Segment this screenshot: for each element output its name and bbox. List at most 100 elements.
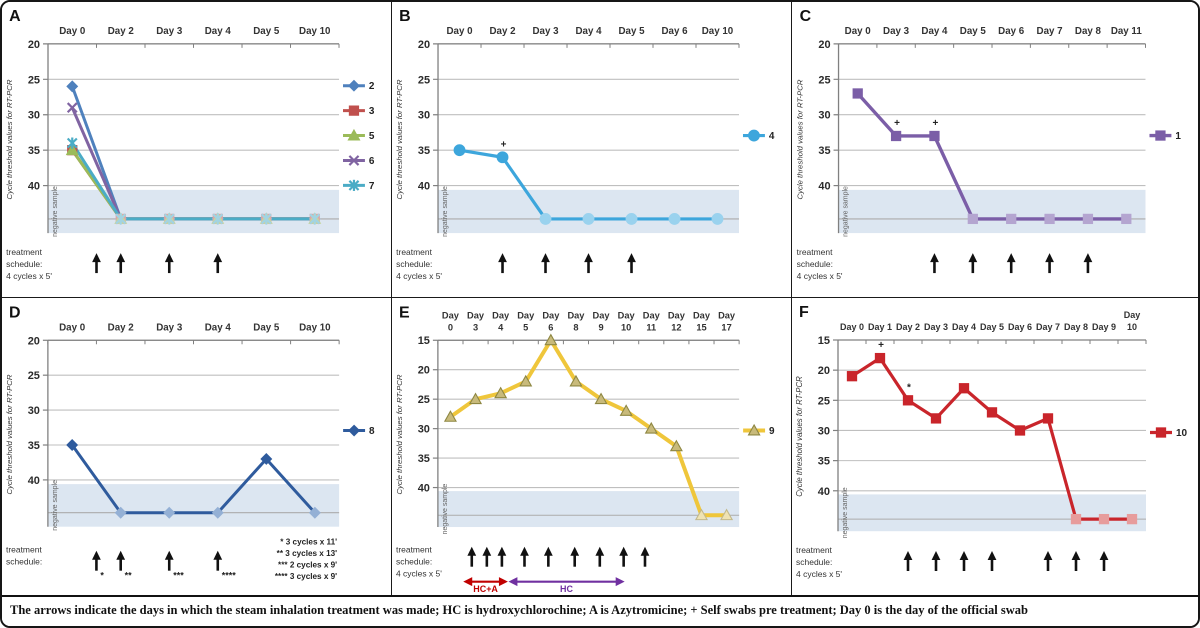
panel-C-annotation: +: [933, 118, 939, 129]
panel-C-treatment-arrow-head: [1083, 253, 1093, 263]
panel-E-series-9-marker-shape: [669, 439, 683, 452]
panel-F-series-10-marker: [1098, 513, 1110, 525]
panel-F-treatment-arrow: [1043, 551, 1053, 571]
panel-E-series-9-marker-shape: [569, 374, 583, 387]
panel-E-series-9-marker: [494, 386, 508, 399]
panel-F-series-10-marker: [1070, 513, 1082, 525]
panel-E-series-9-marker-shape: [720, 508, 734, 521]
panel-C-treatment-arrow-head: [1006, 253, 1016, 263]
panel-E-schedule-text: treatment: [396, 545, 432, 555]
panel-C-legend-label: 1: [1175, 131, 1181, 142]
panel-F-series-10-marker-shape: [1042, 413, 1054, 424]
panel-E-day-label-line: 10: [621, 322, 631, 332]
panel-F-annotation: *: [907, 382, 911, 393]
panel-C-series-1-marker: [967, 213, 978, 225]
panel-B-series-4-marker: [453, 144, 466, 157]
panel-A-day-label: Day 10: [299, 26, 331, 37]
panel-D-schedule-text: treatment: [6, 545, 42, 555]
panel-E-treatment-arrow-head: [520, 546, 529, 556]
panel-F-day-label: Day 7: [1036, 322, 1060, 332]
panel-F-treatment-arrow: [987, 551, 997, 571]
panel-D-footnote: **** 3 cycles x 9': [275, 572, 337, 581]
panel-C-series-1-marker: [1121, 213, 1132, 225]
panel-F-treatment-arrow-head: [959, 551, 969, 560]
panel-B-y-tick-label: 20: [418, 39, 430, 51]
panel-C-series-1-marker-shape: [1006, 213, 1017, 225]
panel-F-negative-band: [838, 494, 1146, 532]
panel-A-legend-marker-shape: [348, 105, 360, 116]
panel-E-series-9-marker-shape: [519, 374, 533, 387]
panel-F-day-label: Day 1: [868, 322, 892, 332]
panel-D-series-8-marker-shape: [66, 439, 79, 451]
panel-B-schedule-text: 4 cycles x 5': [396, 271, 442, 281]
panel-C-treatment-arrow-head: [968, 253, 978, 263]
panel-E-series-9-marker-shape: [694, 508, 708, 521]
panel-E-day-label-line: 3: [473, 322, 478, 332]
panel-E-span-HC: HC: [508, 577, 625, 594]
panel-D-arrow-footnote-mark: ****: [222, 571, 236, 581]
panel-A-legend-marker-shape: [347, 128, 361, 141]
panel-E-day-label-line: Day: [442, 310, 460, 320]
panel-D-y-tick-label: 35: [28, 440, 40, 452]
panel-B-treatment-arrow-head: [627, 253, 636, 263]
panel-F-y-tick-label: 25: [818, 395, 830, 407]
panel-F-schedule-text: schedule:: [796, 557, 832, 567]
panel-F-treatment-arrow-head: [1071, 551, 1081, 560]
panel-F-series-10-marker: [930, 413, 942, 424]
panel-B-series-4-marker-shape: [582, 212, 595, 225]
figure-caption: The arrows indicate the days in which th…: [10, 603, 1028, 617]
panel-C-y-tick-label: 25: [818, 74, 830, 86]
panel-C-chart: 20 25 30 35 40 Day 0 Day 3 Day 4 Day 5 Day 6 Day 7…: [796, 8, 1182, 281]
panel-D-legend-marker: [348, 424, 361, 437]
panel-D-treatment-arrow-head: [213, 550, 223, 560]
panel-E-series-9-marker: [443, 410, 457, 422]
panel-F-series-10-marker: [986, 407, 998, 418]
panel-E-y-tick-label: 20: [418, 365, 430, 377]
panel-A-legend-label: 5: [369, 131, 375, 142]
panel-C-legend-marker-shape: [1155, 130, 1166, 141]
panel-B-schedule-text: treatment: [396, 247, 432, 257]
panel-A-series-7-marker: [163, 213, 175, 225]
panel-C-series-1-marker: [890, 130, 902, 142]
panel-E-negative-sample-label: negative sample: [442, 484, 449, 535]
panel-F-y-tick-label: 30: [818, 425, 830, 437]
panel-D-day-label: Day 4: [205, 322, 232, 333]
panel-A-treatment-arrow: [116, 253, 126, 274]
panel-E-series-9-marker-shape: [443, 410, 457, 422]
panel-C-y-tick-label: 30: [818, 110, 830, 122]
panel-A-legend-label: 7: [369, 181, 375, 192]
panel-F-treatment-arrow: [931, 551, 941, 571]
panel-A-legend-label: 2: [369, 81, 375, 92]
panel-D-negative-sample-label: negative sample: [52, 480, 59, 531]
panel-C-schedule-text: treatment: [797, 247, 833, 257]
panel-F-treatment-arrow: [1071, 551, 1081, 571]
panel-B-series-4-marker: [582, 212, 595, 225]
panel-E-day-label: Day 10: [618, 310, 636, 332]
panel-C-treatment-arrow: [930, 253, 939, 274]
panel-B-series-4-marker-shape: [453, 144, 466, 157]
panel-E-day-label-line: Day: [492, 310, 510, 320]
panel-E-day-label-line: 11: [646, 322, 656, 332]
panel-D-series-8-marker: [260, 453, 273, 465]
panel-E-treatment-arrow-head: [467, 546, 477, 556]
panel-F-treatment-arrow: [959, 551, 969, 571]
panel-B-series-4-marker: [539, 212, 552, 225]
panel-E-day-label: Day 6: [542, 310, 560, 332]
panel-C-series-1-line: [856, 92, 1127, 221]
panel-C-schedule-text: schedule:: [797, 259, 833, 269]
panel-F-treatment-arrow-head: [987, 551, 997, 560]
panel-C-series-1-marker-shape: [967, 213, 978, 225]
panel-A-legend-label: 6: [369, 156, 375, 167]
panel-A-treatment-arrow: [92, 253, 101, 274]
panel-C-series-1-marker: [1006, 213, 1017, 225]
panel-E-day-label-line: 5: [523, 322, 528, 332]
panel-C-legend-marker: [1155, 130, 1166, 141]
panel-A-legend-marker: [347, 128, 361, 141]
panel-E-series-9-marker: [594, 392, 608, 405]
panel-F-series-10-marker-shape: [1070, 513, 1082, 525]
panel-E-day-label-line: 4: [498, 322, 504, 332]
panel-B-legend-marker-shape: [748, 129, 760, 142]
panel-E-series-9-marker: [619, 404, 633, 416]
